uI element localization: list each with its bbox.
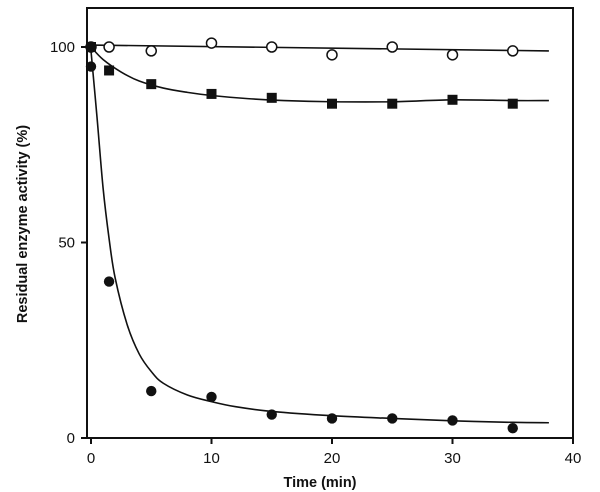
filled-square-point: [104, 65, 115, 76]
fit-line-open-circle: [90, 44, 549, 52]
open-circle-point: [266, 41, 278, 53]
open-circle-point: [507, 45, 519, 57]
x-tick-label: 40: [565, 450, 582, 467]
filled-square-point: [146, 79, 157, 90]
open-circle-point: [386, 41, 398, 53]
axis-ticks: 0 10 20 30 40 0 50 100: [50, 39, 581, 467]
data-points: [85, 37, 519, 434]
x-tick-label: 10: [203, 450, 220, 467]
filled-circle-point: [447, 415, 458, 426]
filled-square-point: [86, 42, 96, 52]
y-tick-label: 100: [50, 39, 75, 56]
x-tick-label: 20: [324, 450, 341, 467]
x-axis-title: Time (min): [283, 475, 356, 491]
filled-circle-point: [103, 276, 115, 287]
filled-circle-point: [326, 413, 338, 424]
filled-square-point: [387, 98, 398, 109]
plot-frame: [86, 7, 574, 439]
filled-square-point: [507, 98, 518, 109]
filled-square-point: [327, 98, 337, 109]
open-circle-point: [205, 37, 218, 49]
y-tick-label: 50: [58, 235, 75, 252]
filled-square-point: [206, 88, 217, 99]
y-axis-title: Residual enzyme activity (%): [15, 125, 31, 323]
open-circle-point: [145, 45, 157, 57]
fit-curves: [90, 44, 549, 424]
open-circle-point: [103, 41, 115, 53]
filled-circle-point: [206, 391, 217, 403]
open-circle-point: [446, 49, 459, 61]
filled-circle-point: [387, 413, 398, 424]
filled-circle-point: [85, 61, 97, 72]
x-tick-label: 0: [87, 450, 95, 467]
filled-square-point: [447, 94, 458, 105]
filled-square-point: [266, 92, 277, 103]
filled-circle-point: [266, 409, 277, 420]
filled-circle-point: [146, 385, 157, 397]
filled-circle-point: [507, 423, 518, 434]
y-tick-label: 0: [67, 430, 75, 447]
open-circle-point: [326, 49, 338, 61]
x-tick-label: 30: [444, 450, 461, 467]
fit-line-filled-square: [90, 46, 549, 103]
fit-line-filled-circle: [90, 50, 549, 424]
